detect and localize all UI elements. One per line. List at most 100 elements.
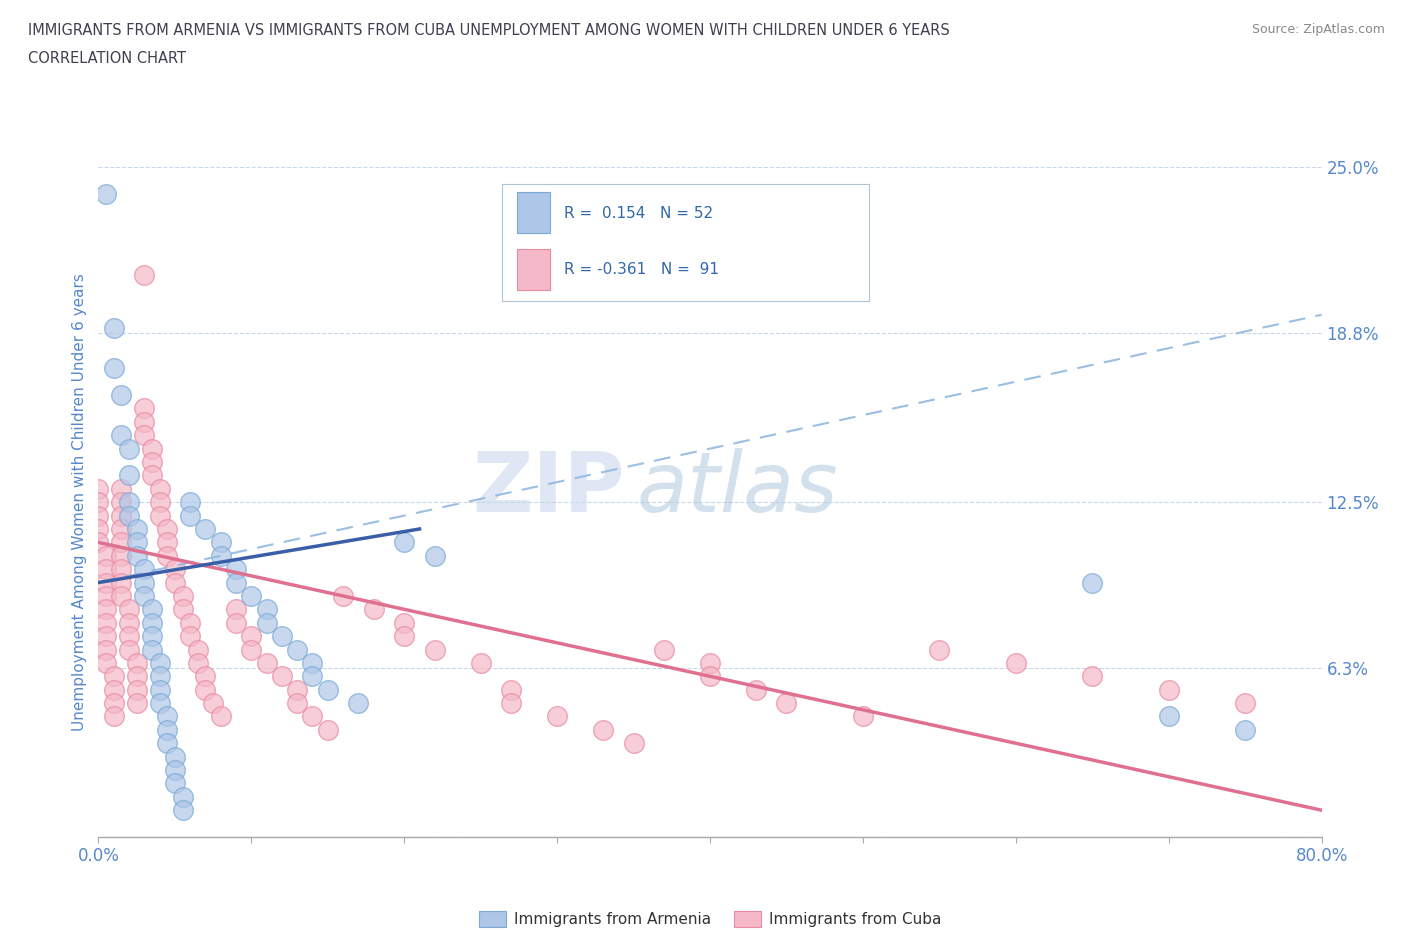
Point bbox=[103, 696, 125, 711]
Point bbox=[209, 549, 232, 564]
Point bbox=[141, 642, 163, 657]
Text: ZIP: ZIP bbox=[472, 448, 624, 529]
Point bbox=[332, 589, 354, 604]
Point bbox=[501, 696, 523, 711]
Point bbox=[149, 656, 172, 671]
Point bbox=[134, 267, 156, 282]
Point bbox=[363, 602, 385, 617]
Point bbox=[94, 187, 117, 202]
Point bbox=[1234, 723, 1257, 737]
Point bbox=[285, 696, 308, 711]
Point bbox=[110, 562, 132, 577]
Point bbox=[256, 616, 278, 631]
Point bbox=[149, 508, 172, 523]
Point bbox=[699, 656, 721, 671]
Point bbox=[163, 562, 186, 577]
Point bbox=[194, 669, 217, 684]
Point bbox=[110, 589, 132, 604]
Point bbox=[149, 669, 172, 684]
Point bbox=[103, 321, 125, 336]
Point bbox=[316, 723, 339, 737]
Point bbox=[87, 522, 110, 537]
Point bbox=[1004, 656, 1026, 671]
Point bbox=[141, 629, 163, 644]
Text: Source: ZipAtlas.com: Source: ZipAtlas.com bbox=[1251, 23, 1385, 36]
Point bbox=[240, 642, 263, 657]
Point bbox=[94, 642, 117, 657]
Point bbox=[1081, 669, 1104, 684]
Point bbox=[134, 562, 156, 577]
Point bbox=[270, 629, 292, 644]
Point bbox=[103, 361, 125, 376]
Point bbox=[156, 549, 179, 564]
Point bbox=[156, 709, 179, 724]
Point bbox=[118, 629, 141, 644]
Point bbox=[103, 709, 125, 724]
Point bbox=[125, 535, 148, 550]
Point bbox=[1081, 575, 1104, 590]
Y-axis label: Unemployment Among Women with Children Under 6 years: Unemployment Among Women with Children U… bbox=[72, 273, 87, 731]
Point bbox=[928, 642, 950, 657]
Point bbox=[225, 616, 247, 631]
Point bbox=[125, 522, 148, 537]
Point bbox=[392, 616, 416, 631]
Text: atlas: atlas bbox=[637, 448, 838, 529]
Point bbox=[423, 549, 446, 564]
Point bbox=[775, 696, 797, 711]
Legend: Immigrants from Armenia, Immigrants from Cuba: Immigrants from Armenia, Immigrants from… bbox=[472, 905, 948, 930]
Point bbox=[546, 709, 568, 724]
Point bbox=[623, 736, 645, 751]
Point bbox=[125, 656, 148, 671]
Point bbox=[163, 575, 186, 590]
Point bbox=[134, 401, 156, 416]
Point bbox=[87, 508, 110, 523]
Point bbox=[163, 776, 186, 790]
Point bbox=[316, 683, 339, 698]
Point bbox=[125, 549, 148, 564]
Point bbox=[163, 750, 186, 764]
Point bbox=[209, 535, 232, 550]
Point bbox=[592, 723, 614, 737]
Point bbox=[270, 669, 292, 684]
Point bbox=[172, 790, 194, 804]
Point bbox=[94, 549, 117, 564]
Point bbox=[301, 709, 323, 724]
Point bbox=[745, 683, 768, 698]
Point bbox=[134, 589, 156, 604]
Point bbox=[110, 575, 132, 590]
Text: CORRELATION CHART: CORRELATION CHART bbox=[28, 51, 186, 66]
Point bbox=[118, 495, 141, 510]
Point bbox=[118, 616, 141, 631]
Point bbox=[134, 415, 156, 430]
Point bbox=[94, 589, 117, 604]
Point bbox=[94, 562, 117, 577]
Point bbox=[347, 696, 370, 711]
Point bbox=[141, 602, 163, 617]
Point bbox=[301, 669, 323, 684]
Point bbox=[110, 549, 132, 564]
Point bbox=[110, 508, 132, 523]
Point bbox=[194, 522, 217, 537]
Point bbox=[179, 616, 201, 631]
Point bbox=[699, 669, 721, 684]
Point bbox=[156, 736, 179, 751]
Point bbox=[118, 602, 141, 617]
Point bbox=[285, 683, 308, 698]
Point bbox=[256, 656, 278, 671]
Point bbox=[94, 656, 117, 671]
Point bbox=[110, 388, 132, 403]
Point bbox=[125, 683, 148, 698]
Point bbox=[94, 629, 117, 644]
Point bbox=[179, 495, 201, 510]
Point bbox=[87, 495, 110, 510]
Point bbox=[163, 763, 186, 777]
Point bbox=[225, 575, 247, 590]
Point bbox=[470, 656, 492, 671]
Point bbox=[118, 508, 141, 523]
Point bbox=[156, 522, 179, 537]
Point bbox=[194, 683, 217, 698]
Text: IMMIGRANTS FROM ARMENIA VS IMMIGRANTS FROM CUBA UNEMPLOYMENT AMONG WOMEN WITH CH: IMMIGRANTS FROM ARMENIA VS IMMIGRANTS FR… bbox=[28, 23, 950, 38]
Point bbox=[110, 535, 132, 550]
Point bbox=[141, 468, 163, 483]
Point bbox=[392, 629, 416, 644]
